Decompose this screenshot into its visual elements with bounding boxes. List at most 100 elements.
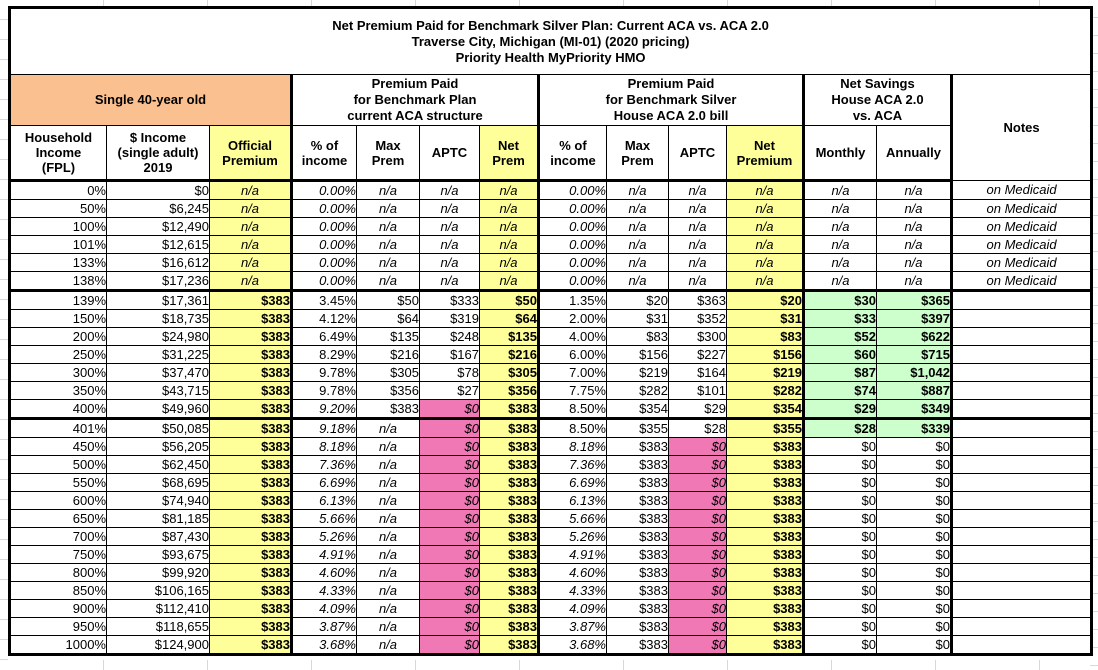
cell-pct1: 7.36% [291, 455, 357, 474]
table-row: 0% $0 n/a 0.00% n/a n/a n/a 0.00% n/a n/a n/a n/a n/… [9, 180, 1093, 200]
cell-fpl: 850% [9, 581, 107, 600]
cell-monthly: $0 [803, 617, 877, 636]
header-income: $ Income (single adult) 2019 [106, 125, 210, 182]
cell-max1: n/a [356, 217, 420, 236]
cell-official: $383 [209, 363, 293, 382]
cell-aptc1: $0 [419, 399, 480, 420]
cell-aptc1: $319 [419, 309, 480, 328]
cell-fpl: 400% [9, 399, 107, 420]
cell-fpl: 1000% [9, 635, 107, 655]
table-row: 200% $24,980 $383 6.49% $135 $248 $135 4.00% $83… [9, 327, 1093, 346]
cell-max2: $383 [606, 527, 669, 546]
header-net-prem-1: Net Prem [479, 125, 540, 182]
table-row: 600% $74,940 $383 6.13% n/a $0 $383 6.13% $383 $0… [9, 491, 1093, 510]
title-line-3: Priority Health MyPriority HMO [455, 49, 646, 65]
cell-pct1: 4.91% [291, 545, 357, 564]
cell-pct2: 0.00% [538, 180, 607, 200]
cell-aptc2: $0 [668, 617, 727, 636]
cell-max2: $383 [606, 455, 669, 474]
cell-pct1: 6.69% [291, 473, 357, 492]
cell-notes [950, 635, 1093, 655]
cell-fpl: 150% [9, 309, 107, 328]
cell-pct2: 1.35% [538, 290, 607, 310]
cell-max2: $31 [606, 309, 669, 328]
cell-annually: $715 [876, 345, 953, 364]
cell-max1: n/a [356, 581, 420, 600]
cell-income: $87,430 [106, 527, 210, 546]
cell-aptc2: $0 [668, 599, 727, 618]
cell-annually: $0 [876, 563, 953, 582]
cell-aptc2: n/a [668, 235, 727, 254]
cell-max2: n/a [606, 253, 669, 272]
cell-net2: n/a [726, 271, 805, 292]
cell-pct1: 5.66% [291, 509, 357, 528]
cell-max2: $355 [606, 418, 669, 438]
cell-aptc2: $0 [668, 455, 727, 474]
cell-max2: $20 [606, 290, 669, 310]
cell-max2: n/a [606, 180, 669, 200]
sheet-gridlines-bottom [0, 660, 1098, 670]
cell-aptc1: $0 [419, 563, 480, 582]
group-aca2: Premium Paid for Benchmark Silver House … [538, 74, 805, 126]
cell-aptc1: $0 [419, 617, 480, 636]
cell-max2: n/a [606, 235, 669, 254]
cell-net1: $383 [479, 455, 540, 474]
cell-official: $383 [209, 617, 293, 636]
cell-pct1: 8.29% [291, 345, 357, 364]
header-aptc-2: APTC [668, 125, 727, 182]
cell-net1: n/a [479, 271, 540, 292]
cell-aptc2: $0 [668, 491, 727, 510]
cell-aptc1: $0 [419, 581, 480, 600]
cell-pct1: 6.13% [291, 491, 357, 510]
cell-income: $16,612 [106, 253, 210, 272]
cell-aptc1: $0 [419, 545, 480, 564]
cell-annually: $0 [876, 527, 953, 546]
cell-monthly: $0 [803, 527, 877, 546]
cell-income: $12,615 [106, 235, 210, 254]
cell-max2: $354 [606, 399, 669, 420]
cell-net2: $383 [726, 635, 805, 655]
cell-notes: on Medicaid [950, 235, 1093, 254]
cell-monthly: $0 [803, 509, 877, 528]
cell-income: $62,450 [106, 455, 210, 474]
cell-fpl: 800% [9, 563, 107, 582]
cell-annually: $0 [876, 455, 953, 474]
cell-net2: $383 [726, 437, 805, 456]
cell-annually: n/a [876, 180, 953, 200]
cell-income: $106,165 [106, 581, 210, 600]
cell-income: $43,715 [106, 381, 210, 400]
cell-aptc2: n/a [668, 253, 727, 272]
cell-pct1: 9.78% [291, 381, 357, 400]
cell-annually: $0 [876, 473, 953, 492]
cell-pct1: 4.12% [291, 309, 357, 328]
cell-annually: $0 [876, 545, 953, 564]
cell-pct2: 8.50% [538, 418, 607, 438]
cell-aptc2: $0 [668, 473, 727, 492]
cell-pct2: 4.91% [538, 545, 607, 564]
cell-monthly: $0 [803, 491, 877, 510]
cell-notes [950, 437, 1093, 456]
cell-aptc1: n/a [419, 235, 480, 254]
cell-pct1: 0.00% [291, 253, 357, 272]
cell-aptc1: $248 [419, 327, 480, 346]
cell-annually: $0 [876, 617, 953, 636]
cell-aptc1: $0 [419, 491, 480, 510]
cell-net2: $20 [726, 290, 805, 310]
cell-fpl: 0% [9, 180, 107, 200]
cell-notes [950, 473, 1093, 492]
cell-monthly: $33 [803, 309, 877, 328]
cell-income: $99,920 [106, 563, 210, 582]
cell-pct2: 2.00% [538, 309, 607, 328]
cell-annually: n/a [876, 271, 953, 292]
header-max-prem-1: Max Prem [356, 125, 420, 182]
cell-fpl: 300% [9, 363, 107, 382]
cell-notes [950, 290, 1093, 310]
title-line-1: Net Premium Paid for Benchmark Silver Pl… [332, 17, 769, 33]
table-row: 800% $99,920 $383 4.60% n/a $0 $383 4.60% $383 $0… [9, 563, 1093, 582]
table-row: 300% $37,470 $383 9.78% $305 $78 $305 7.00% $219… [9, 363, 1093, 382]
cell-notes [950, 527, 1093, 546]
table-row: 400% $49,960 $383 9.20% $383 $0 $383 8.50% $354 $… [9, 399, 1093, 420]
cell-official: $383 [209, 345, 293, 364]
cell-pct1: 3.87% [291, 617, 357, 636]
cell-income: $56,205 [106, 437, 210, 456]
